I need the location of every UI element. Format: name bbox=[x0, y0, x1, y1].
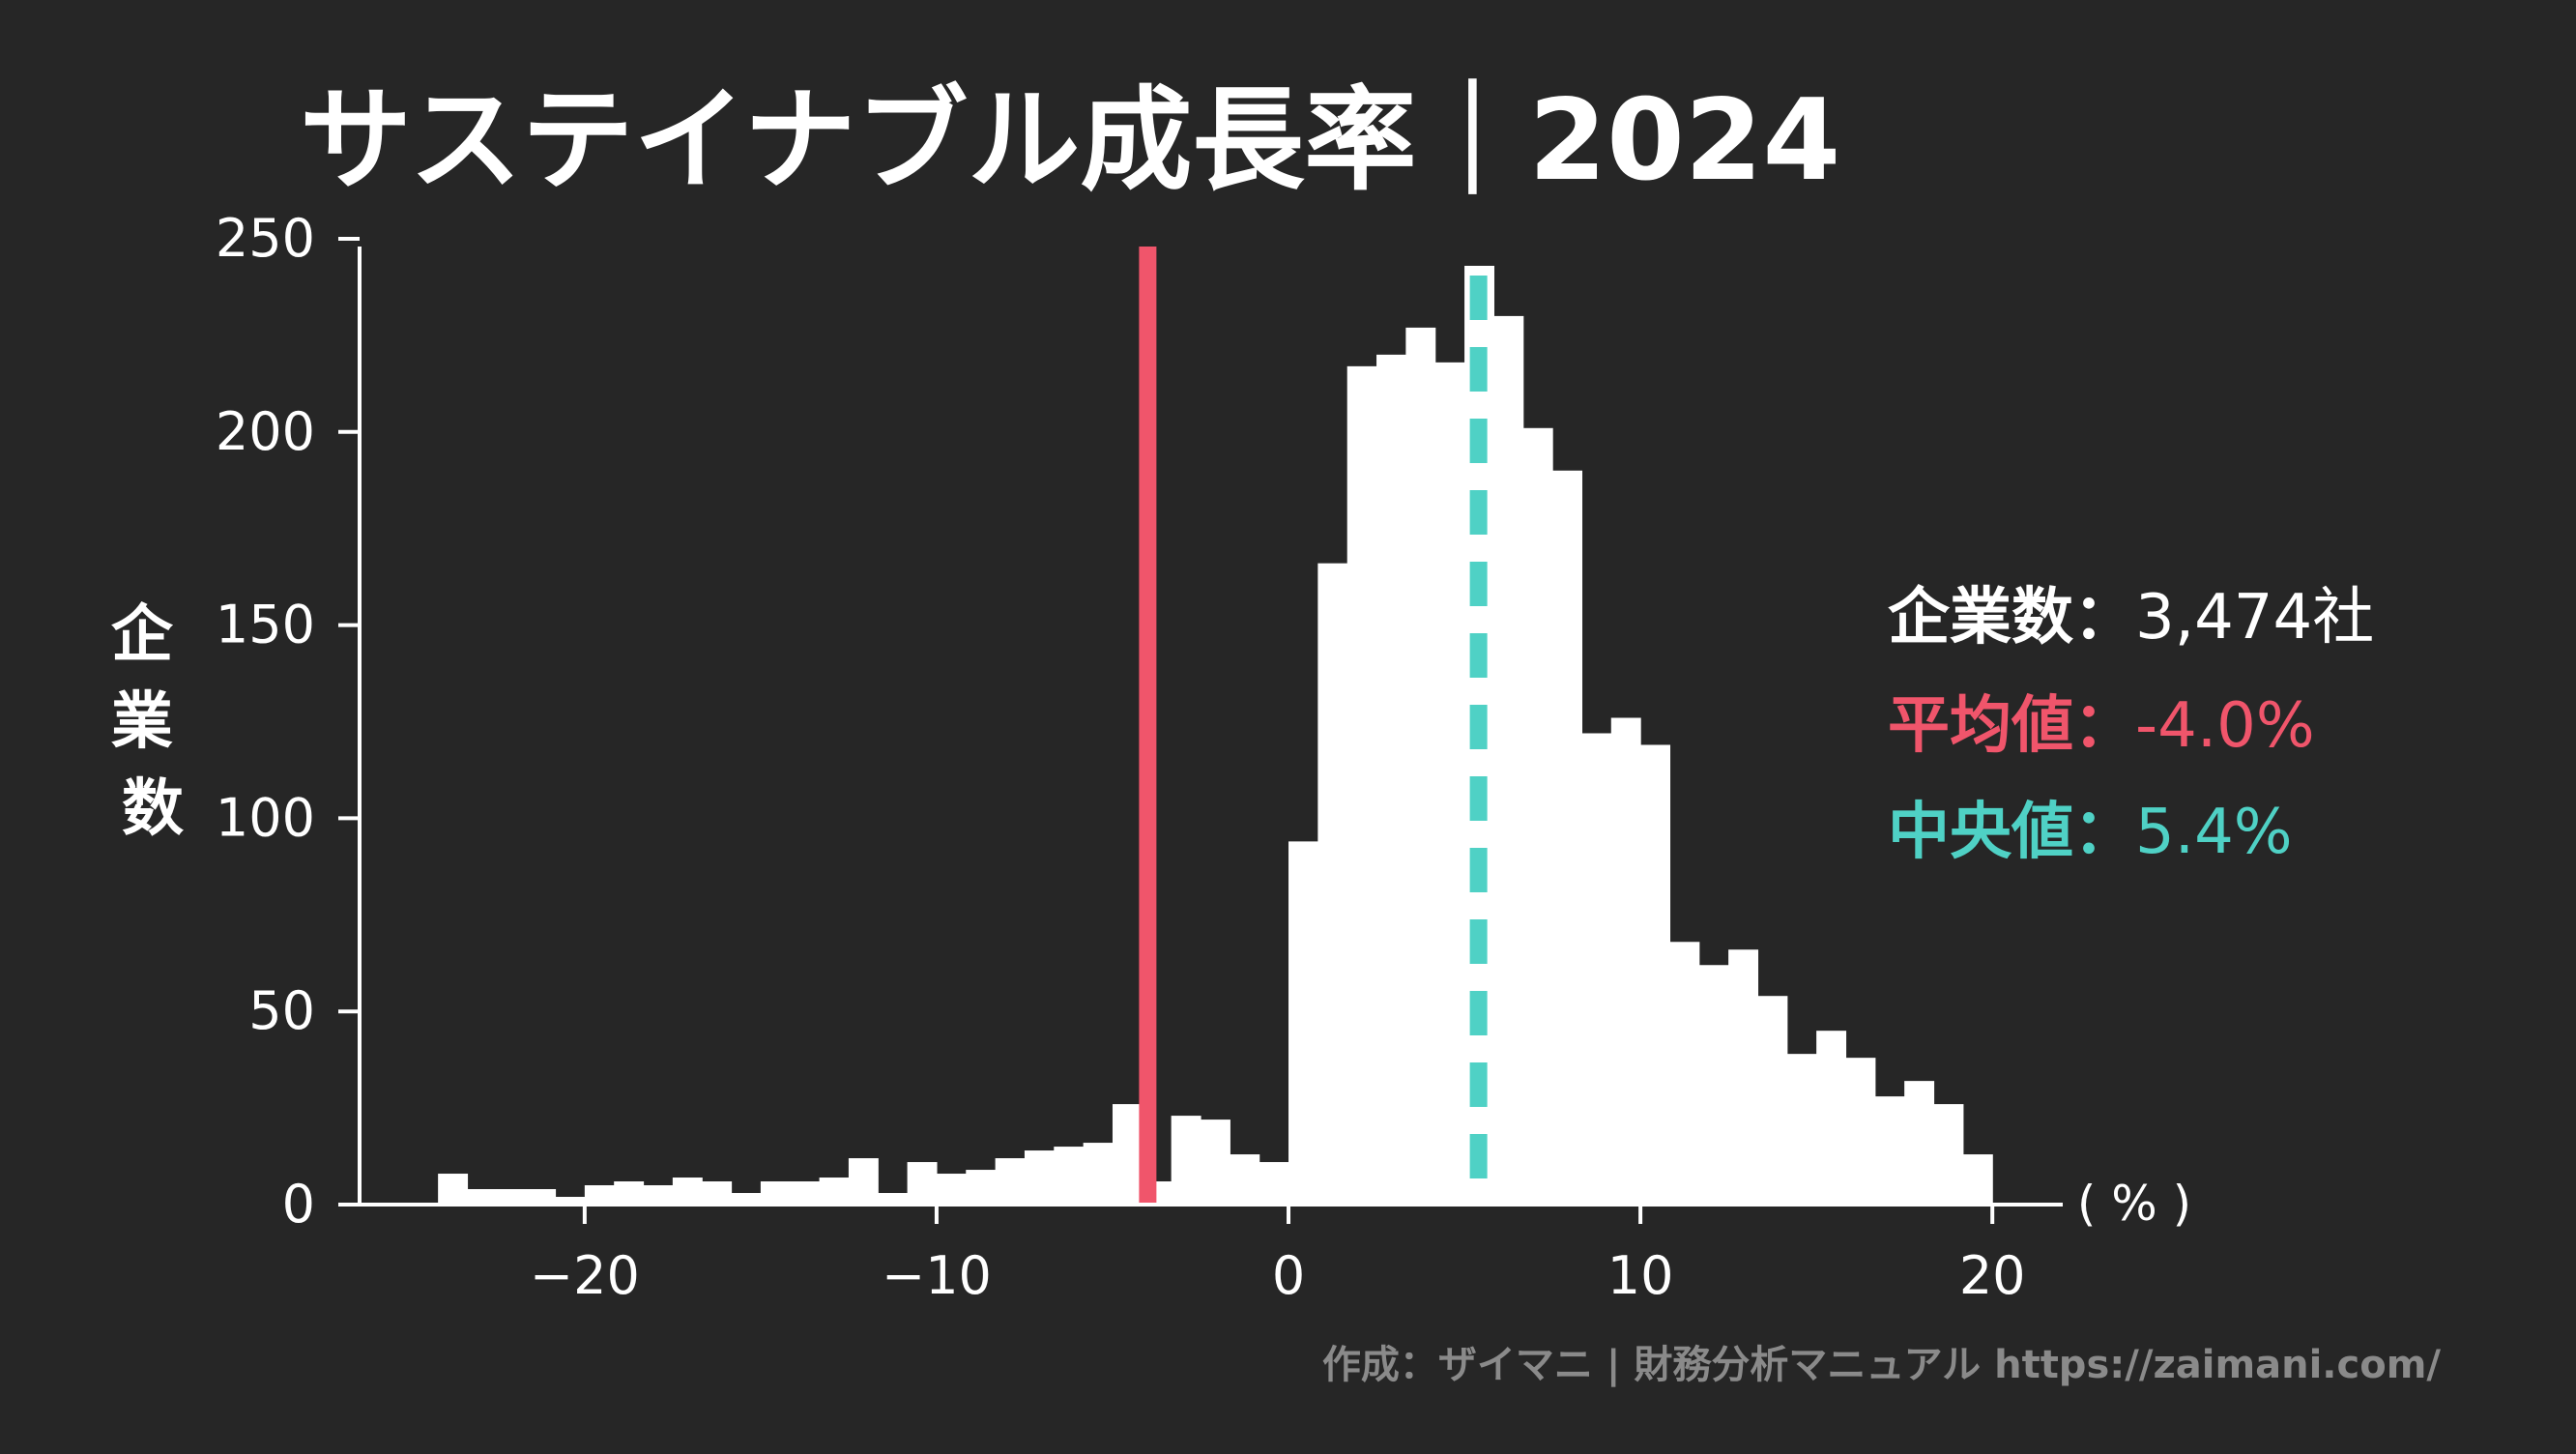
histogram-bar bbox=[1288, 841, 1318, 1205]
histogram-bar bbox=[1816, 1031, 1847, 1205]
stat-count: 企業数：3,474社 bbox=[1888, 582, 2374, 654]
histogram-bar bbox=[1904, 1081, 1935, 1205]
histogram-bar bbox=[1874, 1096, 1905, 1205]
stat-mean: 平均値：-4.0% bbox=[1888, 690, 2315, 762]
x-tick-label: 0 bbox=[1272, 1245, 1305, 1306]
histogram-bars bbox=[438, 265, 1993, 1206]
y-tick-label: 0 bbox=[282, 1174, 315, 1235]
stat-median-value: 5.4% bbox=[2135, 797, 2293, 868]
y-tick-label: 50 bbox=[248, 980, 315, 1041]
x-axis-ticks: −20 −10 0 10 20 bbox=[530, 1205, 2026, 1306]
histogram-bar bbox=[1259, 1162, 1289, 1205]
histogram-bar bbox=[1640, 744, 1671, 1205]
histogram-bar bbox=[1112, 1104, 1143, 1205]
y-tick-label: 200 bbox=[216, 401, 315, 462]
x-unit-label: ( % ) bbox=[2077, 1176, 2191, 1232]
histogram-bar bbox=[1728, 949, 1759, 1205]
histogram-bar bbox=[1493, 315, 1524, 1205]
y-axis-ticks: 0 50 100 150 200 250 bbox=[216, 208, 360, 1235]
stat-median-label: 中央値： bbox=[1888, 797, 2135, 868]
histogram-bar bbox=[1171, 1116, 1201, 1205]
histogram-bar bbox=[1698, 965, 1729, 1205]
histogram-bar bbox=[555, 1197, 586, 1205]
histogram-bar bbox=[614, 1181, 645, 1205]
histogram-bar bbox=[1201, 1120, 1230, 1205]
histogram-bar bbox=[1054, 1147, 1085, 1205]
histogram-bar bbox=[526, 1189, 557, 1205]
histogram-bar bbox=[1786, 1054, 1817, 1205]
y-axis-label: 企 業 数 bbox=[111, 599, 194, 845]
histogram-bar bbox=[1317, 563, 1348, 1205]
histogram-bar bbox=[1405, 327, 1436, 1205]
stat-count-value: 3,474社 bbox=[2135, 582, 2374, 654]
x-tick-label: 10 bbox=[1607, 1245, 1674, 1306]
histogram-bar bbox=[1024, 1150, 1055, 1205]
histogram-bar bbox=[760, 1181, 791, 1205]
histogram-bar bbox=[1933, 1104, 1964, 1205]
histogram-bar bbox=[790, 1181, 821, 1205]
histogram-bar bbox=[1610, 717, 1641, 1205]
x-tick-label: −10 bbox=[882, 1245, 992, 1306]
y-tick-label: 150 bbox=[216, 595, 315, 655]
histogram-bar bbox=[848, 1158, 879, 1205]
histogram-bar bbox=[1083, 1143, 1114, 1205]
histogram-bar bbox=[1757, 996, 1788, 1205]
histogram-bar bbox=[1552, 470, 1583, 1205]
histogram-bar bbox=[584, 1185, 615, 1205]
histogram-bar bbox=[966, 1170, 997, 1205]
histogram-bar bbox=[467, 1189, 498, 1205]
histogram-bar bbox=[731, 1193, 762, 1205]
footer-credit: 作成：ザイマニ | 財務分析マニュアル https://zaimani.com/ bbox=[1322, 1343, 2441, 1388]
stat-mean-value: -4.0% bbox=[2135, 690, 2315, 762]
histogram-bar bbox=[1581, 733, 1612, 1205]
histogram-bar bbox=[438, 1174, 469, 1205]
histogram-bar bbox=[1346, 365, 1377, 1206]
histogram-bar bbox=[702, 1181, 733, 1205]
stat-median: 中央値：5.4% bbox=[1888, 797, 2293, 868]
histogram-bar bbox=[672, 1178, 703, 1205]
histogram-bar bbox=[819, 1178, 850, 1205]
histogram-bar bbox=[643, 1185, 674, 1205]
stat-mean-label: 平均値： bbox=[1888, 690, 2135, 762]
histogram-bar bbox=[936, 1174, 967, 1205]
y-tick-label: 250 bbox=[216, 208, 315, 269]
histogram-bar bbox=[1522, 427, 1553, 1205]
histogram-bar bbox=[1845, 1058, 1876, 1205]
histogram-bar bbox=[878, 1193, 909, 1205]
histogram-bar bbox=[1962, 1154, 1993, 1205]
chart-title: サステイナブル成長率｜2024 bbox=[300, 75, 1840, 206]
histogram-bar bbox=[1230, 1154, 1260, 1205]
histogram-bar bbox=[1434, 362, 1465, 1206]
stat-count-label: 企業数： bbox=[1888, 582, 2135, 654]
x-tick-label: −20 bbox=[530, 1245, 640, 1306]
x-tick-label: 20 bbox=[1959, 1245, 2026, 1306]
y-tick-label: 100 bbox=[216, 787, 315, 848]
histogram-bar bbox=[907, 1162, 938, 1205]
histogram-bar bbox=[1669, 942, 1700, 1205]
histogram-bar bbox=[1376, 354, 1406, 1205]
histogram-bar bbox=[995, 1158, 1026, 1205]
histogram-bar bbox=[496, 1189, 527, 1205]
